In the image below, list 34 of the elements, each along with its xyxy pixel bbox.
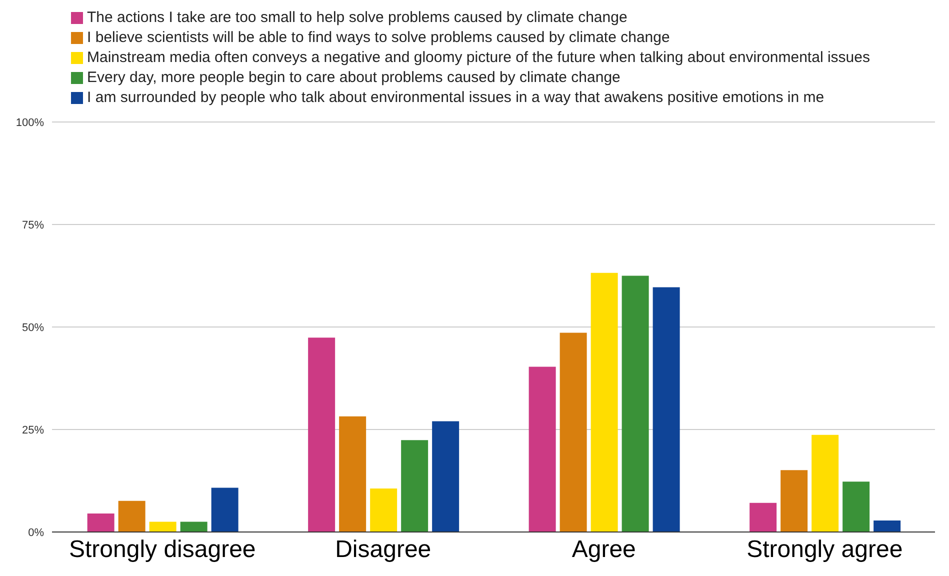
bar bbox=[339, 416, 366, 532]
bar bbox=[211, 488, 238, 532]
y-tick-label: 0% bbox=[28, 526, 44, 539]
legend-label: I believe scientists will be able to find ways to solve problems caused by climate change bbox=[87, 29, 670, 46]
bar bbox=[370, 488, 398, 532]
legend-label: The actions I take are too small to help solve problems caused by climate change bbox=[87, 9, 628, 26]
bar bbox=[652, 287, 680, 532]
bar bbox=[812, 434, 839, 532]
x-tick-label: Strongly disagree bbox=[68, 536, 256, 564]
bar bbox=[87, 514, 114, 532]
bar bbox=[874, 520, 901, 532]
bar bbox=[118, 500, 146, 532]
x-tick-label: Strongly agree bbox=[746, 536, 903, 564]
legend-label: I am surrounded by people who talk about environmental issues in a way that awakens positive emotions in me bbox=[87, 89, 824, 106]
bar bbox=[780, 470, 808, 532]
bar bbox=[528, 366, 556, 532]
x-tick-label: Agree bbox=[572, 536, 636, 564]
bar bbox=[180, 522, 208, 532]
bar bbox=[560, 332, 587, 532]
legend-label: Every day, more people begin to care about problems caused by climate change bbox=[87, 69, 620, 86]
bar bbox=[432, 421, 460, 532]
y-tick-label: 75% bbox=[22, 219, 44, 232]
y-tick-label: 100% bbox=[16, 116, 44, 129]
bar bbox=[622, 276, 649, 532]
y-tick-label: 50% bbox=[22, 322, 44, 334]
bar bbox=[308, 338, 336, 532]
bar bbox=[149, 522, 176, 532]
bar bbox=[750, 502, 777, 532]
bar bbox=[401, 440, 428, 532]
legend-label: Mainstream media often conveys a negative and gloomy picture of the future when talking about environmental issues bbox=[87, 49, 870, 66]
bar bbox=[590, 272, 618, 532]
y-tick-label: 25% bbox=[22, 424, 44, 436]
bar bbox=[842, 482, 870, 532]
x-tick-label: Disagree bbox=[335, 536, 432, 564]
